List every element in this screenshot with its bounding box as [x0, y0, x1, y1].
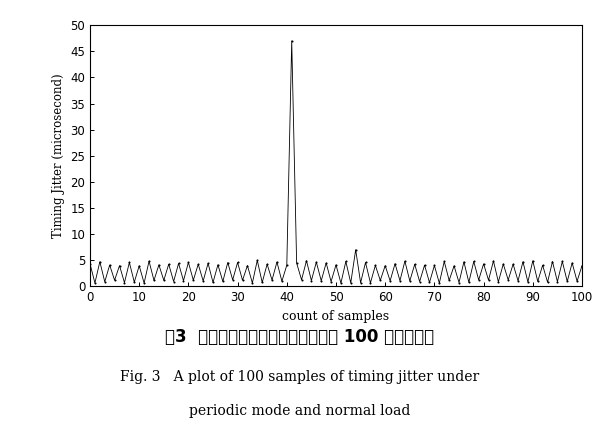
Text: Fig. 3   A plot of 100 samples of timing jitter under: Fig. 3 A plot of 100 samples of timing j…: [121, 370, 479, 384]
X-axis label: count of samples: count of samples: [283, 310, 389, 323]
Text: periodic mode and normal load: periodic mode and normal load: [190, 404, 410, 418]
Text: 图3  正常负载与周期模式下，抽取的 100 组测试样例: 图3 正常负载与周期模式下，抽取的 100 组测试样例: [166, 328, 434, 346]
Y-axis label: Timing Jitter (microsecond): Timing Jitter (microsecond): [52, 73, 65, 238]
